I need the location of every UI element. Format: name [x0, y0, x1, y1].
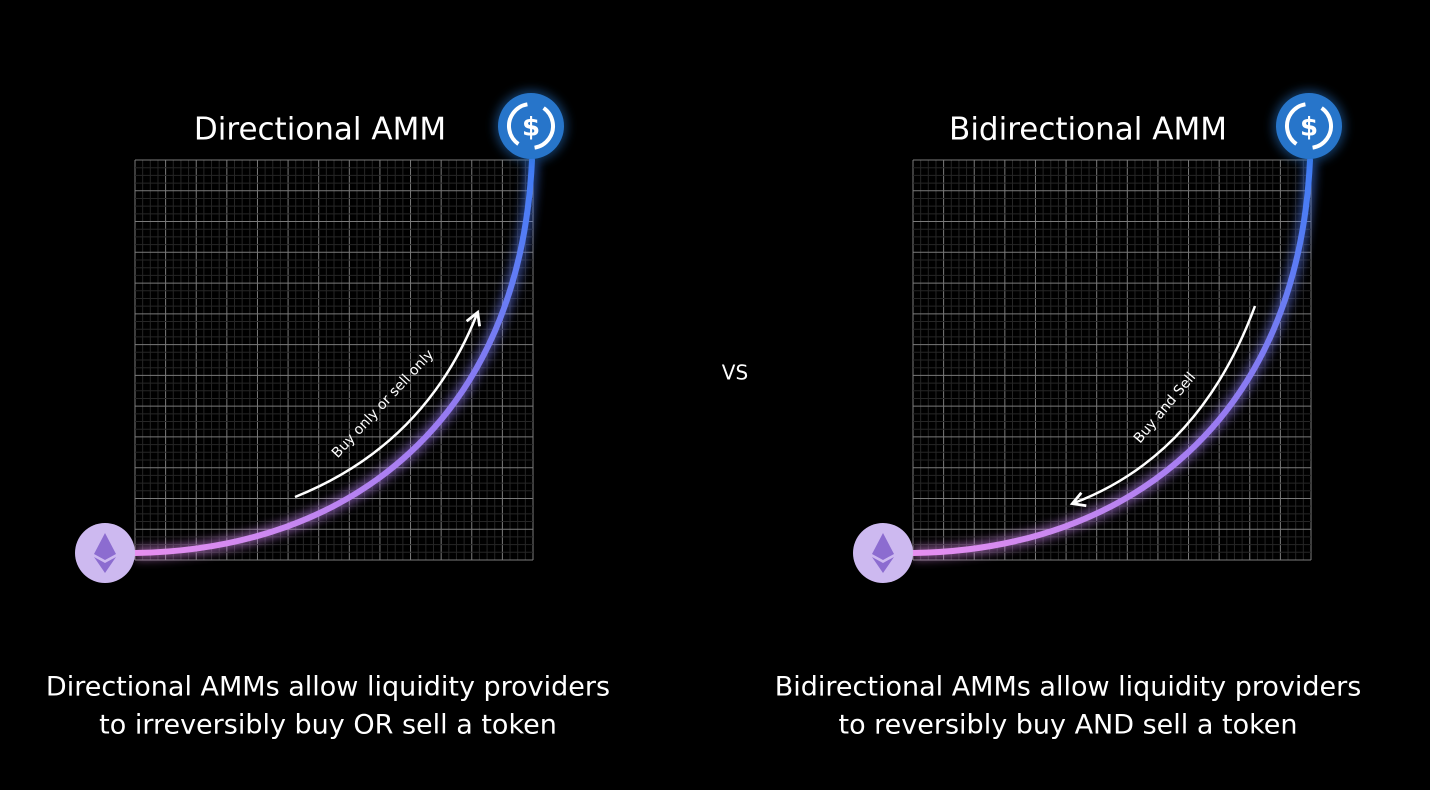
- usdc-symbol: $: [522, 113, 540, 143]
- caption-line: to reversibly buy AND sell a token: [838, 710, 1297, 741]
- caption-line: Bidirectional AMMs allow liquidity provi…: [775, 672, 1362, 703]
- panel-title: Bidirectional AMM: [949, 112, 1227, 148]
- caption-line: to irreversibly buy OR sell a token: [99, 710, 557, 741]
- eth-icon-top: [94, 533, 116, 560]
- eth-icon-bottom: [94, 557, 116, 573]
- vs-label: VS: [722, 361, 748, 385]
- eth-icon-bottom: [872, 557, 894, 573]
- panel-title: Directional AMM: [194, 112, 446, 148]
- curve: [132, 157, 535, 556]
- direction-arrow: [1069, 305, 1257, 508]
- panel: Buy only or sell only$Directional AMMDir…: [46, 90, 610, 741]
- grid: [912, 159, 1312, 561]
- direction-arrow: [294, 309, 482, 499]
- panel: Buy and Sell$Bidirectional AMMBidirectio…: [775, 90, 1362, 741]
- eth-icon-top: [872, 533, 894, 560]
- caption-line: Directional AMMs allow liquidity provide…: [46, 672, 610, 703]
- curve: [910, 157, 1313, 556]
- usdc-symbol: $: [1300, 113, 1318, 143]
